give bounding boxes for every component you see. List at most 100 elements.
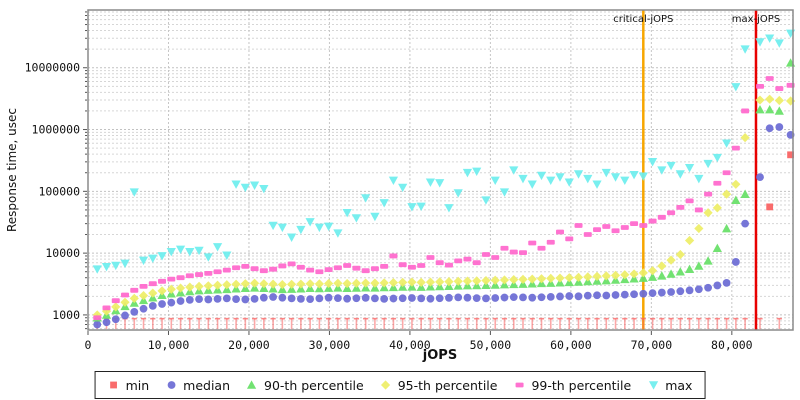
point xyxy=(148,288,158,298)
point xyxy=(361,278,371,288)
legend-item-min: min xyxy=(108,378,149,393)
point xyxy=(92,265,102,274)
point xyxy=(694,261,704,270)
point xyxy=(546,239,555,245)
point xyxy=(232,265,241,271)
point xyxy=(222,294,231,303)
point xyxy=(129,188,139,197)
point xyxy=(416,277,426,287)
point xyxy=(785,96,796,106)
point xyxy=(407,203,417,212)
point xyxy=(565,292,574,300)
point xyxy=(426,294,435,303)
point xyxy=(518,250,527,255)
point xyxy=(185,282,195,292)
point xyxy=(638,268,648,278)
y-tick-label: 1000000 xyxy=(32,123,81,137)
point xyxy=(296,294,305,303)
point xyxy=(536,274,547,284)
x-axis-title: jOPS xyxy=(422,348,457,363)
point xyxy=(296,225,306,235)
point xyxy=(361,293,370,302)
point xyxy=(435,260,444,266)
point xyxy=(352,294,361,303)
point xyxy=(527,180,537,189)
point xyxy=(765,34,775,43)
point xyxy=(185,295,194,304)
point xyxy=(601,168,611,178)
point xyxy=(657,261,667,271)
point xyxy=(324,222,334,232)
point xyxy=(379,199,389,208)
max-jops-label: max-jOPS xyxy=(732,14,780,25)
point xyxy=(259,293,268,302)
point xyxy=(629,171,639,180)
point xyxy=(657,214,666,220)
point xyxy=(546,176,556,186)
point xyxy=(388,278,399,288)
point xyxy=(305,218,315,227)
point xyxy=(731,83,741,92)
point xyxy=(240,183,250,193)
point xyxy=(528,293,537,302)
point xyxy=(592,180,602,189)
series-99-th-percentile xyxy=(93,76,795,321)
point xyxy=(491,294,500,302)
point xyxy=(499,275,510,285)
point xyxy=(666,269,676,278)
point xyxy=(648,218,657,224)
point xyxy=(509,293,518,302)
point xyxy=(518,274,528,284)
point xyxy=(389,253,398,259)
point xyxy=(755,38,765,47)
x-tick-label: 10,000 xyxy=(148,338,190,352)
legend-marker xyxy=(167,381,176,389)
point xyxy=(601,271,611,281)
point xyxy=(774,39,784,48)
point xyxy=(148,301,157,310)
point xyxy=(111,315,120,324)
point xyxy=(259,184,269,194)
point xyxy=(426,255,435,260)
point xyxy=(370,278,380,288)
point xyxy=(232,295,240,304)
point xyxy=(647,158,658,167)
point xyxy=(278,293,287,302)
point xyxy=(593,291,601,300)
y-tick-label: 10000000 xyxy=(25,61,80,75)
point xyxy=(333,229,343,238)
point xyxy=(158,300,166,308)
x-tick-label: 80,000 xyxy=(711,338,753,352)
point xyxy=(247,380,257,389)
gridlines xyxy=(88,10,793,330)
point xyxy=(704,283,712,292)
point xyxy=(756,83,765,89)
point xyxy=(755,95,765,105)
point xyxy=(185,248,195,257)
point xyxy=(555,273,565,283)
point xyxy=(213,269,222,275)
point xyxy=(694,223,704,234)
point xyxy=(315,294,324,303)
point xyxy=(620,176,630,186)
point xyxy=(583,291,592,300)
point xyxy=(389,294,398,303)
point xyxy=(315,269,324,275)
point xyxy=(712,203,722,213)
point xyxy=(381,380,391,390)
point xyxy=(195,272,204,277)
point xyxy=(667,210,676,216)
reference-labels: critical-jOPS max-jOPS xyxy=(613,14,780,25)
point xyxy=(731,258,740,266)
point xyxy=(138,256,149,266)
point xyxy=(694,174,704,184)
point xyxy=(222,267,231,273)
point xyxy=(713,281,722,290)
point xyxy=(712,243,722,253)
point xyxy=(129,293,139,304)
point xyxy=(324,278,334,289)
point xyxy=(407,277,417,287)
point xyxy=(666,255,676,265)
